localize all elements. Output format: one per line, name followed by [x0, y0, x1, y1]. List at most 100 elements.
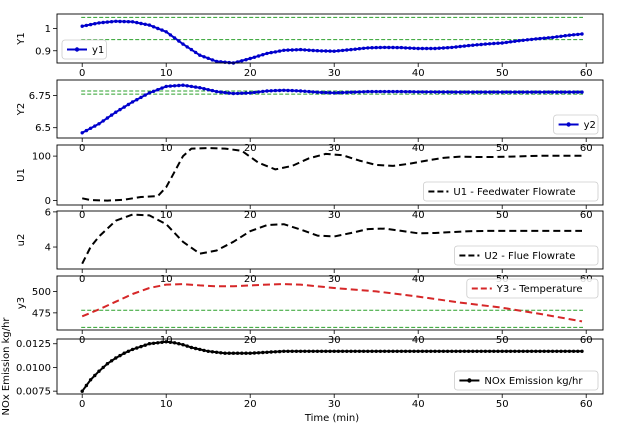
data-point — [114, 19, 118, 23]
data-point — [433, 90, 437, 94]
data-point — [248, 56, 252, 61]
data-point — [240, 351, 244, 355]
data-point — [361, 46, 366, 50]
x-tick-label: 10 — [160, 399, 173, 410]
data-point — [181, 83, 185, 87]
data-point — [303, 89, 307, 94]
x-tick-label: 0 — [79, 399, 85, 410]
data-point — [424, 46, 429, 51]
data-point — [563, 349, 567, 353]
x-tick-label: 50 — [496, 68, 509, 79]
data-point — [366, 46, 370, 50]
data-point — [294, 89, 299, 93]
data-point — [378, 45, 383, 50]
data-point — [395, 89, 399, 94]
data-point — [105, 362, 110, 366]
data-point — [454, 90, 458, 94]
data-point — [517, 349, 521, 353]
data-point — [118, 107, 122, 112]
data-point — [542, 90, 546, 94]
data-point — [458, 44, 462, 49]
data-point — [332, 91, 336, 95]
data-point — [101, 20, 105, 25]
data-point — [492, 90, 496, 94]
data-point — [252, 55, 257, 59]
x-tick-label: 20 — [244, 399, 257, 410]
data-point — [382, 45, 387, 50]
data-point — [240, 59, 244, 63]
data-point — [261, 89, 265, 94]
series-line — [81, 147, 582, 202]
data-point — [93, 22, 97, 26]
legend-box — [453, 245, 599, 266]
data-point — [105, 116, 110, 120]
legend-label: U2 - Flue Flowrate — [484, 251, 575, 262]
y-axis-label: u2 — [16, 234, 27, 247]
data-point — [555, 35, 559, 39]
data-point — [143, 93, 147, 97]
data-point — [198, 53, 202, 57]
data-point — [441, 46, 446, 50]
data-point — [181, 343, 185, 347]
data-point — [290, 88, 294, 93]
y-tick-label: 475 — [32, 308, 51, 319]
data-point — [567, 33, 572, 37]
data-point — [202, 348, 206, 353]
data-point — [517, 39, 521, 43]
data-point — [357, 47, 362, 51]
data-point — [546, 90, 551, 94]
x-tick-label: 60 — [580, 143, 593, 154]
x-tick-label: 0 — [79, 210, 85, 221]
data-point — [277, 88, 282, 93]
data-point — [223, 90, 227, 95]
y-axis-label: U1 — [16, 168, 27, 182]
y-tick-label: 500 — [32, 287, 51, 298]
x-tick-label: 20 — [244, 210, 257, 221]
data-point — [555, 90, 559, 94]
data-point — [164, 340, 168, 344]
x-tick-label: 10 — [160, 210, 173, 221]
data-point — [185, 45, 189, 49]
data-point — [357, 349, 362, 353]
x-tick-label: 40 — [412, 274, 425, 285]
data-point — [248, 351, 252, 355]
axes-frame — [56, 210, 604, 270]
x-tick-label: 0 — [79, 143, 85, 154]
axes-frame — [56, 144, 604, 206]
legend-label: y2 — [584, 120, 596, 131]
data-point — [311, 48, 315, 53]
data-point — [458, 90, 462, 94]
data-point — [508, 90, 513, 94]
data-point — [576, 349, 580, 353]
data-point — [231, 91, 236, 96]
data-point — [496, 349, 500, 353]
data-point — [84, 383, 89, 388]
data-point — [580, 32, 584, 36]
data-point — [248, 91, 252, 95]
data-point — [214, 89, 219, 94]
legend-box — [466, 278, 599, 299]
data-point — [315, 49, 320, 53]
data-point — [122, 19, 126, 24]
data-point — [441, 90, 446, 94]
data-point — [345, 349, 349, 353]
data-point — [412, 349, 416, 353]
data-point — [168, 340, 173, 344]
data-point — [135, 20, 139, 25]
data-point — [109, 359, 114, 363]
y-tick-label: 1 — [45, 24, 51, 35]
data-point — [143, 22, 147, 26]
data-point — [114, 110, 118, 114]
data-point — [454, 349, 458, 353]
data-point — [227, 351, 231, 355]
data-point — [559, 90, 563, 94]
data-point — [429, 349, 433, 353]
data-point — [534, 349, 538, 353]
data-point — [445, 349, 450, 353]
data-point — [93, 373, 97, 378]
data-point — [219, 351, 223, 355]
data-point — [471, 349, 475, 353]
data-point — [252, 351, 257, 355]
data-point — [529, 349, 534, 353]
